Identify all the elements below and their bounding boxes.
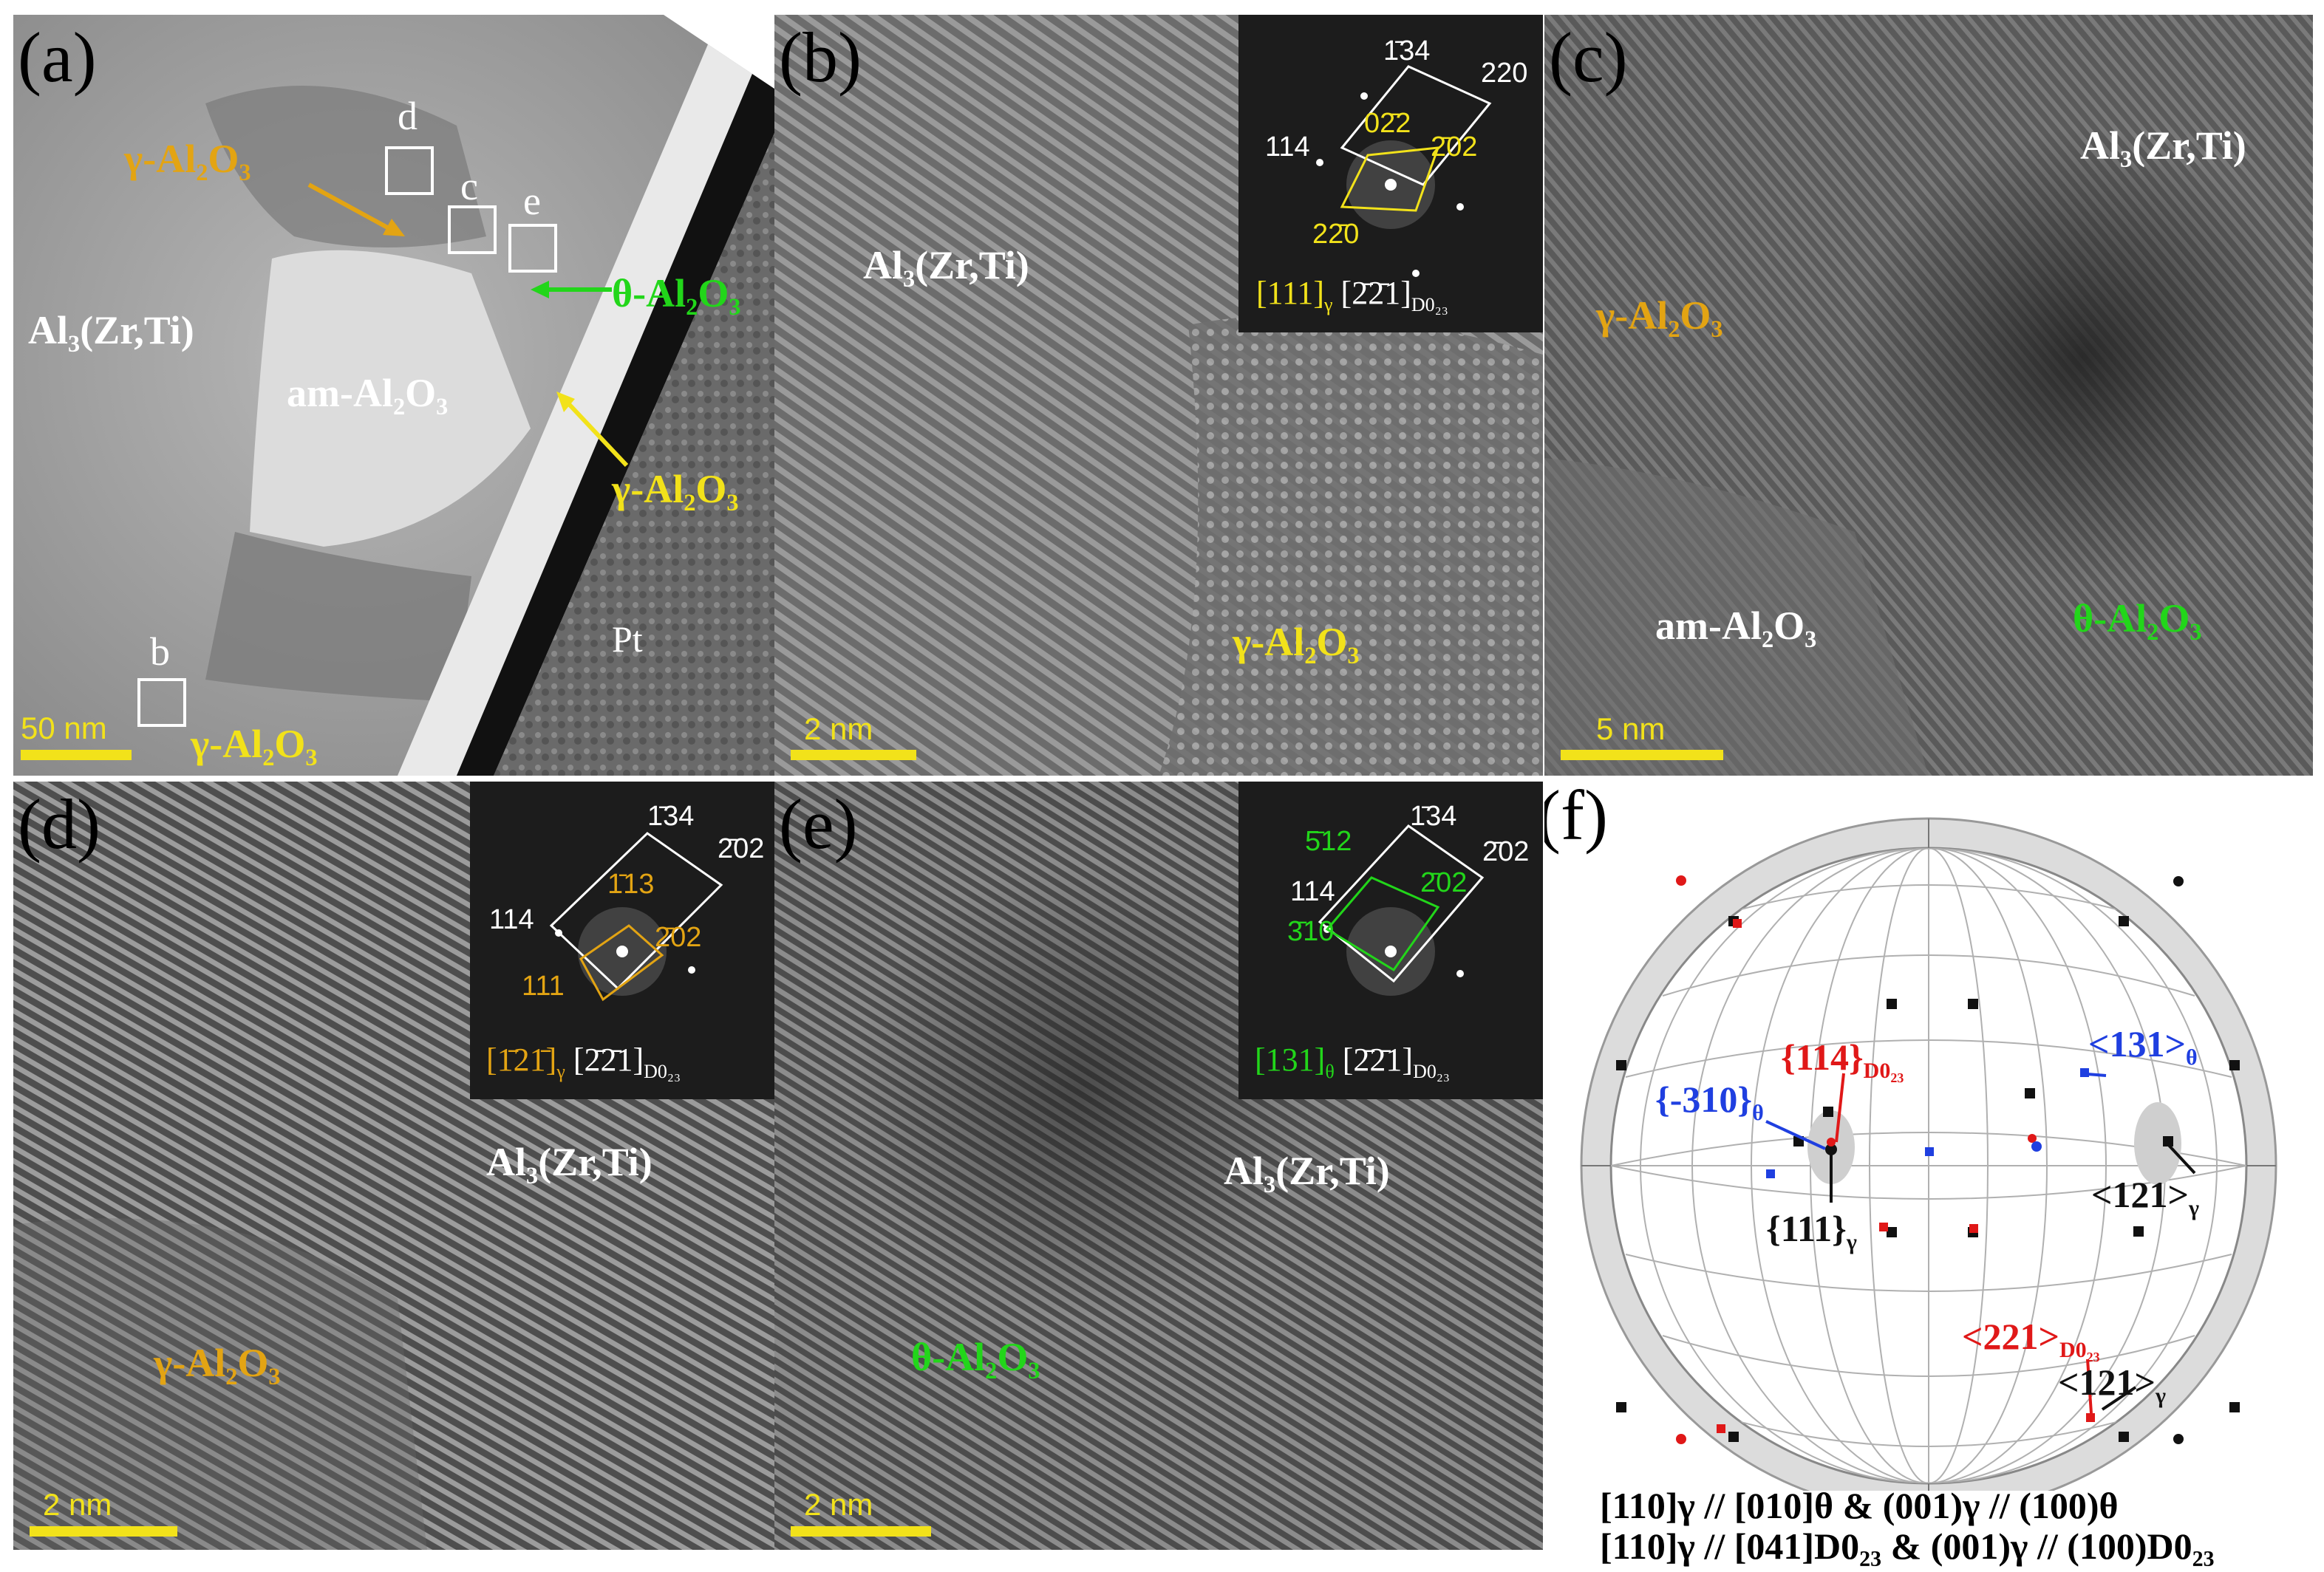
panel-e-fft-inset: 1̄34 2̄02 114 5̄12 2̄02 3̄10 [131]θ [2̄2… [1238, 782, 1543, 1099]
panel-c-theta: θ-Al₂O₃ [2073, 596, 2202, 640]
panel-c: (c) Al₃(Zr,Ti) γ-Al₂O₃ am-Al₂O₃ θ-Al₂O₃ … [1544, 15, 2313, 776]
panel-d-fft-idx-2: 2̄02 [718, 833, 765, 864]
panel-a-box-d-label: d [398, 94, 418, 138]
panel-a-matrix: Al₃(Zr,Ti) [28, 308, 194, 352]
panel-b-gamma: γ-Al₂O₃ [1233, 620, 1360, 664]
panel-e-zone-theta: [131] [1255, 1042, 1326, 1078]
panel-e-fft-idx-6: 3̄10 [1287, 916, 1335, 947]
panel-b-zone-d023: [2̄2̄1] [1340, 275, 1411, 311]
panel-b-fft-idx-5: 2̄02 [1431, 131, 1478, 163]
panel-d-fft-idx-5: 2̄02 [655, 922, 702, 953]
panel-e-fft-zone: [131]θ [2̄2̄1]D0₂₃ [1255, 1044, 1450, 1081]
pole-label-310-theta: {-310}θ [1655, 1079, 1764, 1125]
panel-c-matrix: Al₃(Zr,Ti) [2080, 123, 2246, 168]
panel-b-fft-zone: [111]γ [2̄2̄1]D0₂₃ [1256, 277, 1448, 315]
panel-d-zone-d023-sub: D0₂₃ [644, 1060, 681, 1082]
panel-a-gamma-top: γ-Al₂O₃ [124, 137, 251, 181]
panel-b-label: (b) [779, 18, 862, 97]
panel-b-fft-idx-2: 220 [1481, 58, 1528, 89]
panel-b-zone-gamma: [111] [1256, 275, 1325, 311]
panel-b-matrix: Al₃(Zr,Ti) [863, 243, 1029, 287]
panel-b-fft-idx-6: 22̄0 [1312, 219, 1360, 250]
stereographic-projection [1580, 817, 2277, 1491]
panel-d-fft-inset: 1̄34 2̄02 114 1̄13 2̄02 111 [1̄21̄]γ [2̄… [470, 782, 774, 1099]
theta-poles [1766, 1068, 2089, 1178]
panel-d-zone-gamma-sub: γ [556, 1060, 565, 1082]
panel-e: (e) Al₃(Zr,Ti) θ-Al₂O₃ 2 nm 1̄34 2̄02 11… [774, 782, 1543, 1550]
orientation-caption-line1: [110]γ // [010]θ & (001)γ // (100)θ [1600, 1485, 2119, 1526]
panel-d-fft-zone: [1̄21̄]γ [2̄2̄1]D0₂₃ [486, 1044, 681, 1081]
pole-label-121-gamma-bottom: <121>γ [2058, 1361, 2167, 1408]
panel-d-fft-idx-6: 111 [522, 971, 565, 1002]
panel-d-fft-pattern [470, 782, 774, 1099]
panel-e-fft-idx-5: 2̄02 [1420, 867, 1468, 898]
panel-a-gamma-right: γ-Al₂O₃ [612, 467, 739, 511]
panel-e-zone-d023: [2̄2̄1] [1342, 1042, 1414, 1078]
pole-label-114-d023: {114}D0₂₃ [1781, 1036, 1904, 1083]
panel-d-gamma: γ-Al₂O₃ [154, 1341, 281, 1385]
panel-b-fft-idx-1: 1̄34 [1383, 35, 1431, 66]
panel-e-fft-idx-1: 1̄34 [1410, 801, 1457, 832]
panel-b-fft-idx-4: 02̄2 [1364, 108, 1411, 139]
panel-a-box-e-label: e [523, 179, 541, 223]
d023-poles [1717, 919, 2095, 1433]
panel-b: (b) Al₃(Zr,Ti) γ-Al₂O₃ 2 nm 1̄34 220 114… [774, 15, 1543, 776]
panel-e-scale-label: 2 nm [804, 1487, 873, 1522]
panel-d-fft-idx-3: 114 [489, 904, 534, 935]
panel-a-amorphous: am-Al₂O₃ [287, 371, 449, 415]
panel-e-zone-d023-sub: D0₂₃ [1413, 1060, 1450, 1082]
panel-e-label: (e) [779, 785, 858, 864]
rim-ticks [1581, 819, 2276, 1491]
pole-label-221-d023: <221>D0₂₃ [1962, 1316, 2100, 1362]
pole-label-131-theta: <131>θ [2088, 1023, 2198, 1070]
wulff-net-grid [1611, 848, 2246, 1483]
panel-a-box-b-label: b [150, 629, 170, 674]
panel-d-scale-label: 2 nm [43, 1487, 112, 1522]
panel-f-label: (f) [1544, 782, 1608, 855]
panel-a-theta: θ-Al₂O₃ [612, 271, 741, 315]
panel-d-fft-idx-1: 1̄34 [647, 801, 695, 832]
panel-d-label: (d) [18, 785, 100, 864]
panel-c-label: (c) [1549, 18, 1628, 97]
panel-a-gamma-bottom: γ-Al₂O₃ [191, 722, 318, 766]
panel-f: (f) {114}D0₂₃ {-310}θ <131>θ {111}γ <121… [1544, 782, 2324, 1572]
panel-d-zone-d023: [2̄2̄1] [573, 1042, 644, 1078]
pole-label-111-gamma: {111}γ [1766, 1208, 1857, 1254]
panel-e-fft-idx-2: 2̄02 [1482, 836, 1530, 867]
panel-c-scale-label: 5 nm [1596, 711, 1666, 746]
panel-a-box-c-label: c [460, 164, 478, 208]
panel-e-fft-idx-3: 114 [1290, 876, 1335, 907]
panel-b-fft-pattern [1238, 15, 1543, 332]
panel-c-gamma: γ-Al₂O₃ [1596, 293, 1723, 338]
panel-c-amorphous: am-Al₂O₃ [1655, 604, 1817, 648]
panel-e-fft-pattern [1238, 782, 1543, 1099]
pole-label-121-gamma-top: <121>γ [2091, 1174, 2200, 1220]
panel-e-zone-theta-sub: θ [1325, 1060, 1335, 1082]
panel-c-image [1544, 15, 2313, 776]
panel-e-matrix: Al₃(Zr,Ti) [1224, 1149, 1390, 1193]
panel-b-zone-gamma-sub: γ [1324, 293, 1333, 315]
panel-e-theta: θ-Al₂O₃ [911, 1335, 1040, 1379]
panel-d-matrix: Al₃(Zr,Ti) [486, 1140, 652, 1184]
shade-121 [2134, 1102, 2181, 1185]
panel-a-image [13, 15, 774, 776]
panel-b-scale-label: 2 nm [804, 711, 873, 746]
panel-d: (d) Al₃(Zr,Ti) γ-Al₂O₃ 2 nm 1̄34 2̄02 11… [13, 782, 774, 1550]
panel-a-pt: Pt [612, 618, 643, 660]
panel-b-fft-idx-3: 114 [1265, 131, 1310, 163]
panel-a-scale-label: 50 nm [21, 711, 107, 745]
panel-e-fft-idx-4: 5̄12 [1305, 826, 1352, 857]
panel-b-fft-inset: 1̄34 220 114 02̄2 2̄02 22̄0 [111]γ [2̄2̄… [1238, 15, 1543, 332]
panel-d-fft-idx-4: 1̄13 [607, 869, 655, 900]
panel-d-zone-gamma: [1̄21̄] [486, 1042, 557, 1078]
panel-a-label: (a) [18, 18, 97, 97]
panel-b-zone-d023-sub: D0₂₃ [1411, 293, 1448, 315]
orientation-caption-line2: [110]γ // [041]D0₂₃ & (001)γ // (100)D0₂… [1600, 1525, 2215, 1567]
panel-a: (a) γ-Al₂O₃ Al₃(Zr,Ti) am-Al₂O₃ θ-Al₂O₃ … [13, 15, 774, 776]
